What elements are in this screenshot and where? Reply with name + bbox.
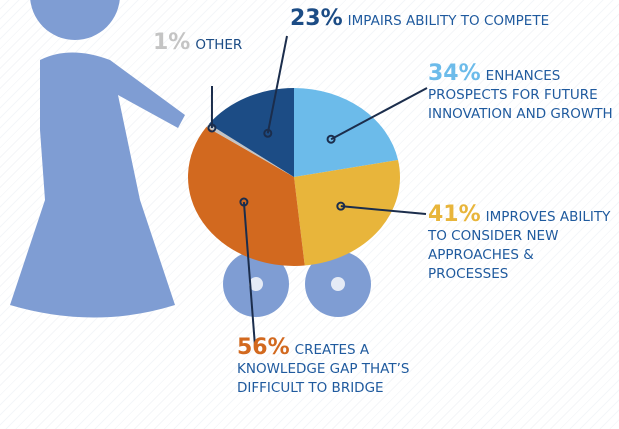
value-label: 1% — [153, 30, 191, 55]
category-label: OTHER — [195, 37, 243, 53]
slice-label: 56% CREATES A KNOWLEDGE GAP THAT’S DIFFIC… — [237, 335, 437, 398]
leader-dot — [263, 128, 273, 138]
value-label: 34% — [428, 61, 481, 86]
leader-line — [266, 35, 288, 134]
stroller-figure — [10, 0, 371, 318]
slice-label: 1% OTHER — [153, 30, 273, 55]
leader-line — [330, 87, 428, 141]
category-label: IMPROVES ABILITY TO CONSIDER NEW APPROAC… — [428, 209, 611, 282]
pie-slice — [294, 88, 399, 177]
slice-label: 34% ENHANCES PROSPECTS FOR FUTURE INNOVAT… — [428, 61, 613, 124]
category-label: IMPAIRS ABILITY TO COMPETE — [347, 13, 550, 29]
category-label: CREATES A KNOWLEDGE GAP THAT’S DIFFICULT… — [237, 342, 410, 396]
slice-label: 41% IMPROVES ABILITY TO CONSIDER NEW APPR… — [428, 202, 618, 284]
leader-dot — [207, 123, 217, 133]
pie-slice — [188, 126, 305, 266]
leader-dot — [336, 201, 346, 211]
leader-dot — [326, 134, 336, 144]
value-label: 56% — [237, 335, 290, 360]
value-label: 41% — [428, 202, 481, 227]
leader-line — [242, 201, 256, 347]
leader-line — [340, 205, 427, 215]
value-label: 23% — [290, 6, 343, 31]
slice-label: 23% IMPAIRS ABILITY TO COMPETE — [290, 6, 619, 31]
pie-slice — [206, 123, 294, 177]
leader-dot — [239, 197, 249, 207]
pie-slice — [294, 159, 400, 266]
category-label: ENHANCES PROSPECTS FOR FUTURE INNOVATION… — [428, 68, 613, 122]
